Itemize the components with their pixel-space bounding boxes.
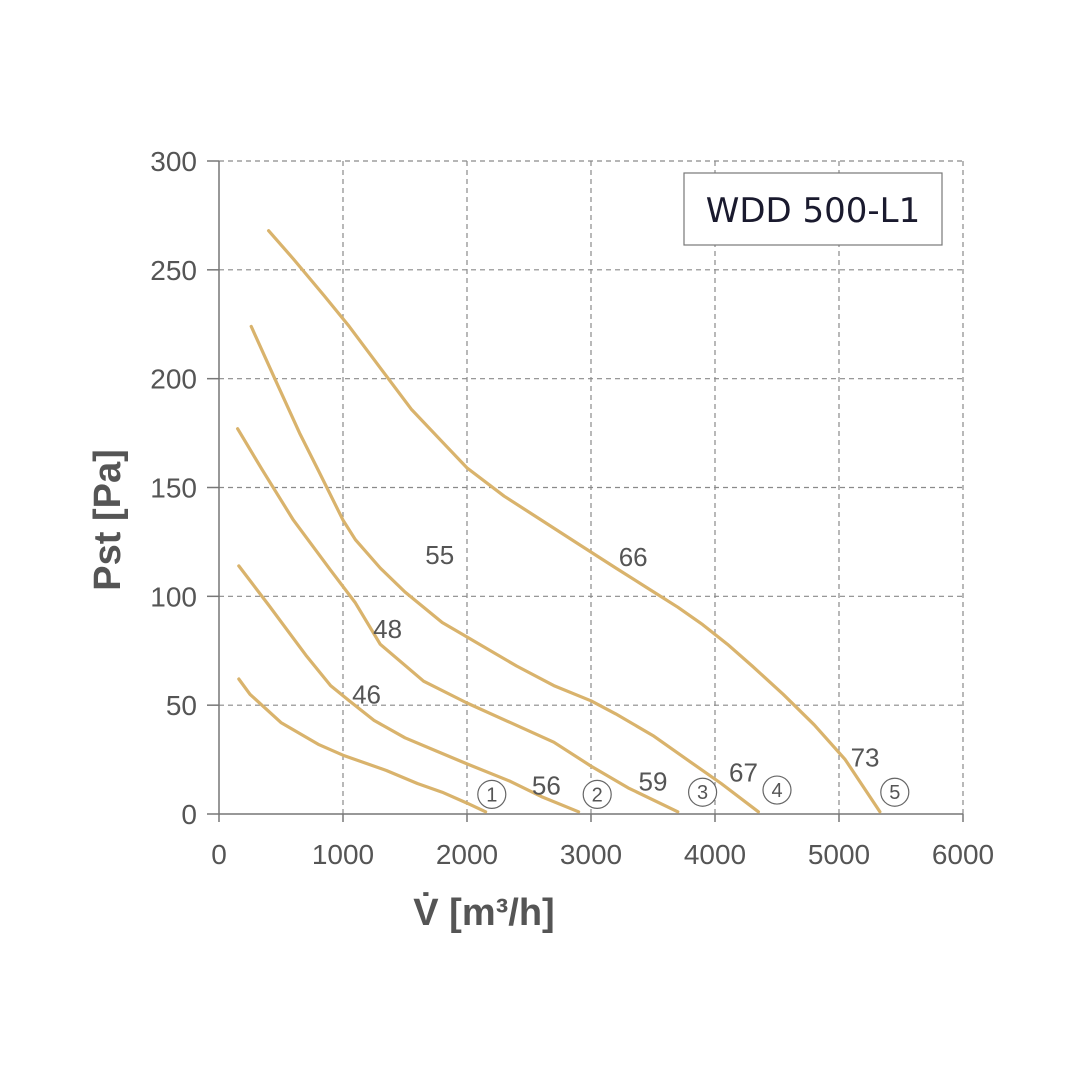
annotation-label: 67: [729, 758, 758, 788]
y-tick-label: 150: [150, 473, 197, 504]
x-tick-label: 5000: [808, 839, 870, 870]
y-tick-label: 200: [150, 364, 197, 395]
curve-marker-5: 5: [880, 777, 910, 807]
x-axis-title: V̇ [m³/h]: [413, 892, 554, 934]
curve-marker-1: 1: [477, 779, 507, 810]
series-line-3: [236, 427, 680, 814]
annotation-labels: 55 66 48 46 56 59 67 73: [352, 540, 879, 801]
x-tick-label: 0: [211, 839, 227, 870]
marker-label: 4: [771, 780, 782, 802]
chart-title: WDD 500-L1: [706, 191, 921, 231]
series-line-5: [267, 229, 882, 814]
grid-lines: [219, 160, 964, 814]
curve-marker-3: 3: [687, 777, 718, 807]
y-axis-title: Pst [Pa]: [87, 449, 129, 590]
marker-circle: [582, 779, 612, 810]
marker-label: 3: [697, 782, 708, 804]
axes: [207, 160, 964, 822]
y-tick-label: 300: [150, 146, 197, 177]
curve-marker-4: 4: [762, 775, 792, 805]
x-tick-label: 6000: [932, 839, 994, 870]
annotation-label: 66: [619, 542, 648, 572]
marker-circle: [687, 777, 718, 807]
y-tick-label: 0: [181, 799, 197, 830]
marker-circle: [762, 775, 792, 805]
series-line-1: [237, 677, 488, 814]
x-tick-labels: 0 1000 2000 3000 4000 5000 6000: [211, 839, 994, 870]
series-line-4: [249, 324, 761, 814]
annotation-label: 56: [532, 771, 561, 801]
x-tick-label: 2000: [436, 839, 498, 870]
series-group: [236, 229, 882, 814]
x-tick-label: 4000: [684, 839, 746, 870]
y-tick-label: 100: [150, 581, 197, 612]
curve-markers: 1 2 3 4 5: [477, 775, 910, 810]
y-tick-labels: 0 50 100 150 200 250 300: [150, 146, 197, 830]
y-axis-title-group: Pst [Pa]: [87, 449, 129, 590]
x-tick-label: 3000: [560, 839, 622, 870]
x-tick-label: 1000: [312, 839, 374, 870]
annotation-label: 55: [425, 540, 454, 570]
y-tick-label: 50: [166, 690, 197, 721]
annotation-label: 59: [639, 766, 668, 796]
marker-label: 1: [486, 784, 497, 806]
annotation-label: 46: [352, 679, 381, 709]
marker-label: 2: [592, 784, 603, 806]
marker-circle: [880, 777, 910, 807]
title-box: [683, 172, 943, 246]
y-tick-label: 250: [150, 255, 197, 286]
marker-circle: [477, 779, 507, 810]
curve-marker-2: 2: [582, 779, 612, 810]
annotation-label: 73: [851, 742, 880, 772]
annotation-label: 48: [373, 614, 402, 644]
marker-label: 5: [889, 782, 900, 804]
series-line-2: [237, 564, 581, 814]
